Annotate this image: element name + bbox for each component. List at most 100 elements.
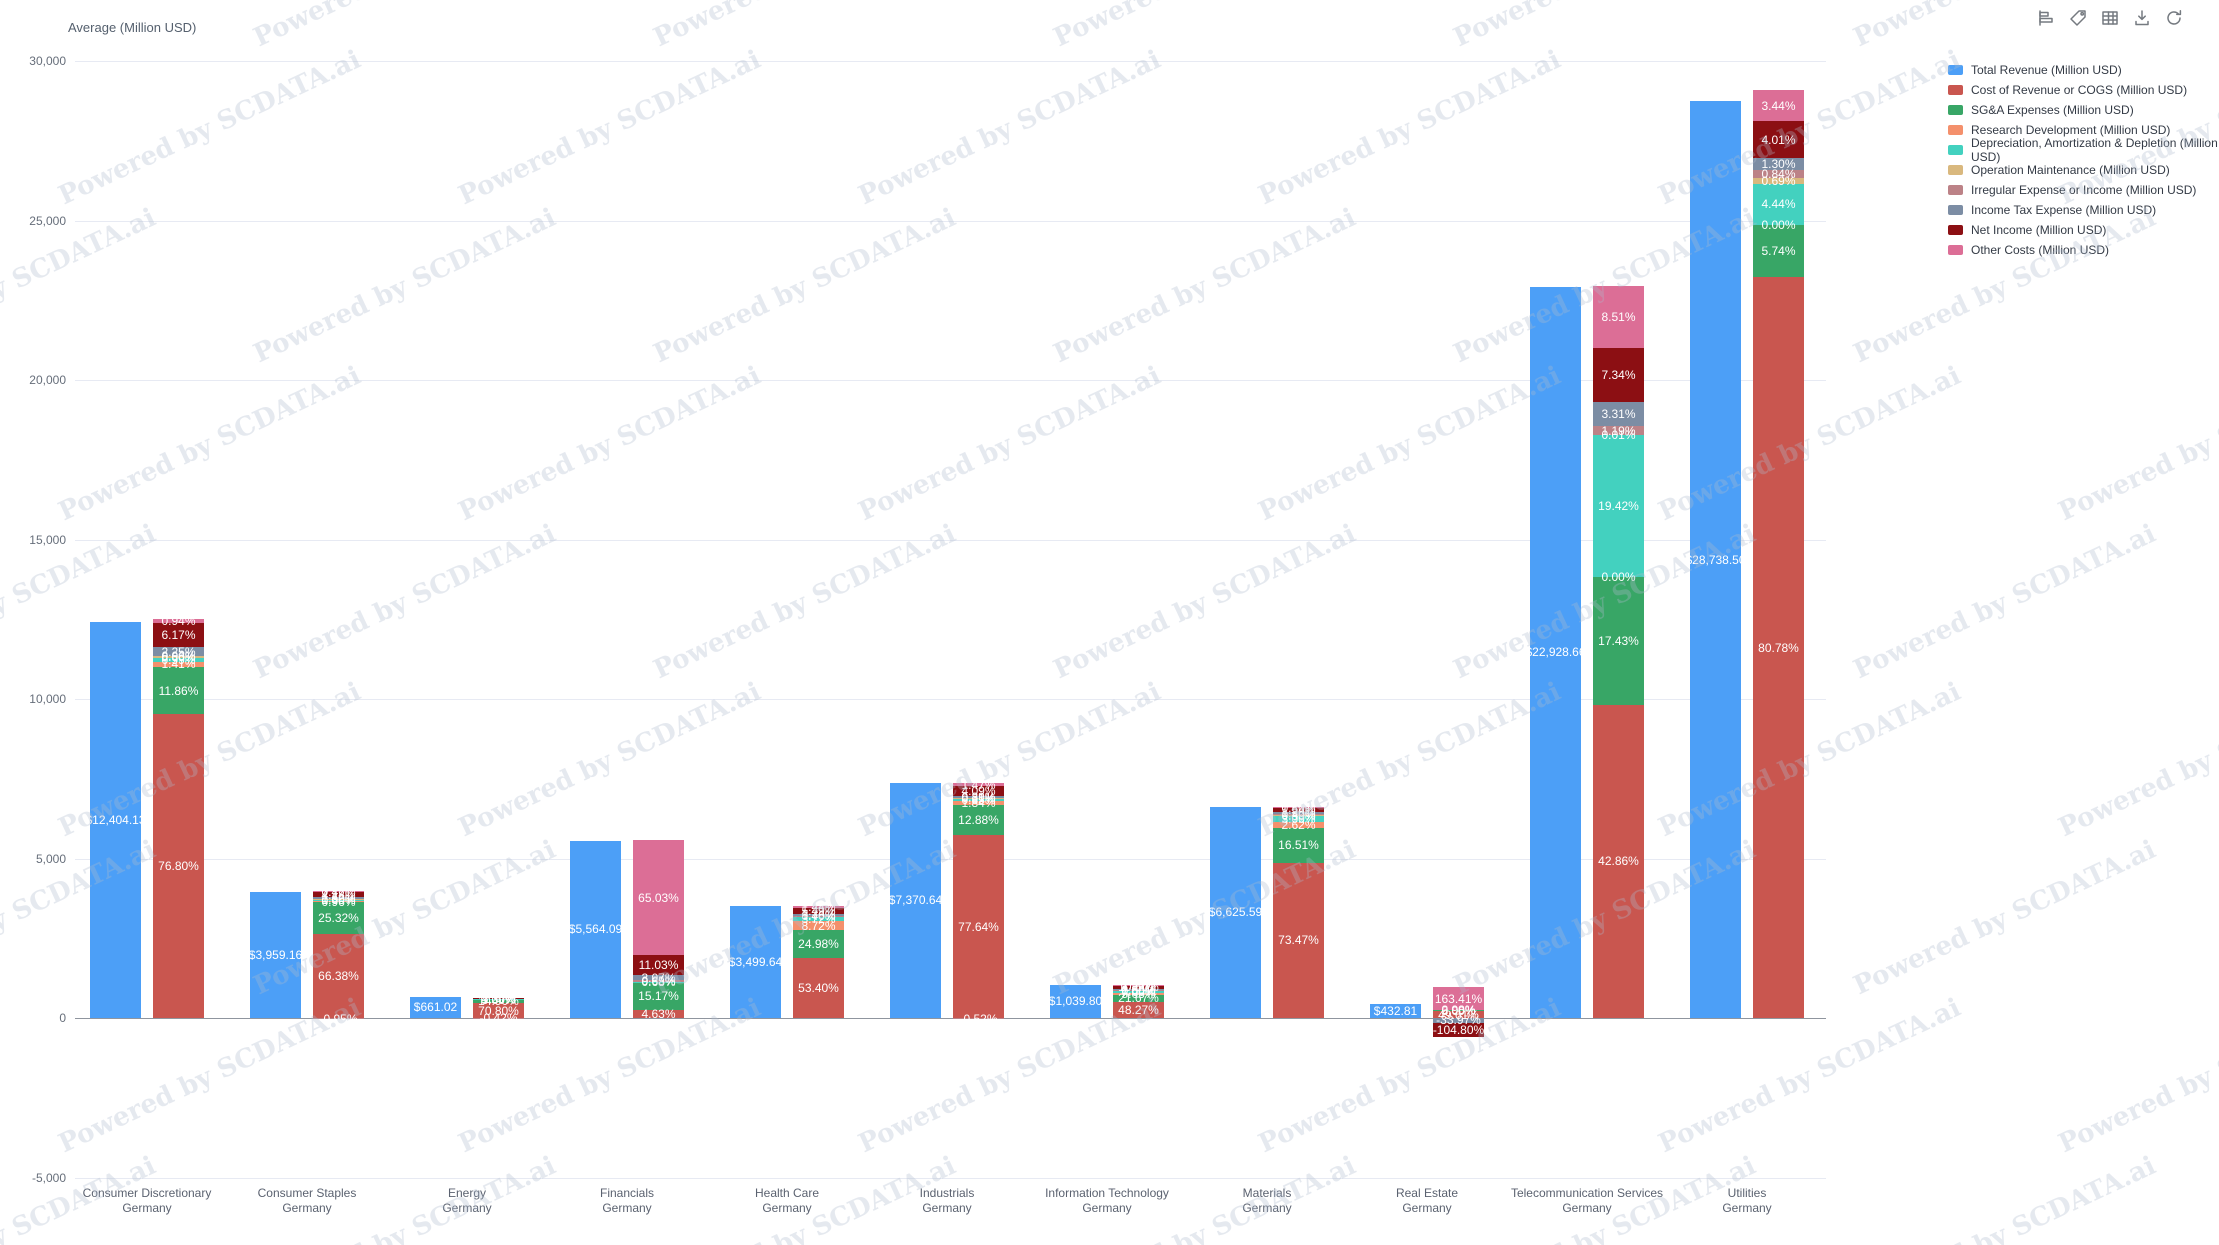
- bar-chart-icon[interactable]: [2034, 6, 2057, 29]
- stack-segment-cogs[interactable]: [313, 934, 364, 1018]
- stack-segment-net_income[interactable]: [1433, 1022, 1484, 1038]
- stack-segment-depreciation[interactable]: [633, 981, 684, 983]
- stack-segment-cogs[interactable]: [1113, 1001, 1164, 1018]
- stack-segment-sga[interactable]: [633, 982, 684, 1010]
- download-icon[interactable]: [2130, 6, 2153, 29]
- legend-item-sga[interactable]: SG&A Expenses (Million USD): [1948, 100, 2219, 120]
- stack-segment-research[interactable]: [1273, 822, 1324, 828]
- stack-segment-other_costs[interactable]: [633, 840, 684, 956]
- stack-segment-research[interactable]: [153, 661, 204, 668]
- stack-segment-net_income[interactable]: [313, 892, 364, 898]
- stack-segment-cogs[interactable]: [1753, 277, 1804, 1018]
- total-revenue-bar[interactable]: [890, 782, 941, 1018]
- stack-segment-net_income[interactable]: [1753, 121, 1804, 159]
- stack-segment-depreciation[interactable]: [1593, 434, 1644, 577]
- stack-segment-irregular[interactable]: [313, 1018, 364, 1020]
- legend-item-net_income[interactable]: Net Income (Million USD): [1948, 220, 2219, 240]
- stack-segment-net_income[interactable]: [1273, 808, 1324, 812]
- stack-segment-depreciation[interactable]: [1273, 815, 1324, 823]
- stack-segment-income_tax[interactable]: [793, 914, 844, 917]
- stack-segment-sga[interactable]: [313, 902, 364, 935]
- table-icon[interactable]: [2098, 6, 2121, 29]
- stack-segment-net_income[interactable]: [153, 622, 204, 648]
- total-revenue-bar[interactable]: [1690, 101, 1741, 1018]
- legend-item-other_costs[interactable]: Other Costs (Million USD): [1948, 240, 2219, 260]
- stack-segment-net_income[interactable]: [633, 955, 684, 976]
- stack-segment-other_costs[interactable]: [1593, 286, 1644, 349]
- stack-segment-other_costs[interactable]: [1753, 89, 1804, 122]
- stack-segment-sga[interactable]: [1273, 827, 1324, 863]
- stack-segment-depreciation[interactable]: [953, 798, 1004, 801]
- total-revenue-bar[interactable]: [1210, 806, 1261, 1018]
- stack-segment-other_costs[interactable]: [1433, 987, 1484, 1011]
- total-revenue-bar[interactable]: [1370, 1004, 1421, 1018]
- stack-segment-other_costs[interactable]: [313, 891, 364, 892]
- stack-segment-net_income[interactable]: [1113, 985, 1164, 990]
- stack-segment-operation[interactable]: [153, 656, 204, 658]
- stack-segment-depreciation[interactable]: [313, 899, 364, 901]
- stack-segment-cogs[interactable]: [153, 714, 204, 1018]
- stack-segment-other_costs[interactable]: [1113, 984, 1164, 986]
- stack-segment-income_tax[interactable]: [1273, 811, 1324, 815]
- stack-segment-income_tax[interactable]: [633, 975, 684, 981]
- stack-segment-sga[interactable]: [1113, 994, 1164, 1002]
- stack-segment-income_tax[interactable]: [153, 647, 204, 657]
- stack-segment-other_costs[interactable]: [1273, 806, 1324, 809]
- stack-segment-research[interactable]: [793, 920, 844, 931]
- stack-segment-irregular[interactable]: [1273, 814, 1324, 816]
- stack-segment-cogs[interactable]: [1273, 862, 1324, 1018]
- legend-item-irregular[interactable]: Irregular Expense or Income (Million USD…: [1948, 180, 2219, 200]
- stack-segment-research[interactable]: [1113, 993, 1164, 995]
- stack-segment-sga[interactable]: [153, 667, 204, 715]
- total-revenue-bar[interactable]: [90, 622, 141, 1018]
- stack-segment-net_income[interactable]: [793, 908, 844, 915]
- stack-segment-operation[interactable]: [953, 798, 1004, 799]
- stack-segment-cogs[interactable]: [1433, 1011, 1484, 1018]
- stack-segment-depreciation[interactable]: [1113, 990, 1164, 994]
- total-revenue-bar[interactable]: [410, 996, 461, 1018]
- stack-segment-sga[interactable]: [473, 999, 524, 1004]
- legend-item-income_tax[interactable]: Income Tax Expense (Million USD): [1948, 200, 2219, 220]
- stack-segment-net_income[interactable]: [953, 786, 1004, 796]
- stack-segment-depreciation[interactable]: [1753, 184, 1804, 225]
- stack-segment-other_costs[interactable]: [953, 782, 1004, 787]
- stack-segment-sga[interactable]: [1433, 1010, 1484, 1012]
- refresh-icon[interactable]: [2162, 6, 2185, 29]
- stack-segment-depreciation[interactable]: [153, 657, 204, 662]
- stack-segment-irregular[interactable]: [1753, 170, 1804, 178]
- stack-segment-net_income[interactable]: [473, 998, 524, 1000]
- stack-segment-cogs[interactable]: [793, 958, 844, 1018]
- stack-segment-cogs[interactable]: [1593, 704, 1644, 1018]
- stack-segment-sga[interactable]: [793, 930, 844, 959]
- legend-item-depreciation[interactable]: Depreciation, Amortization & Depletion (…: [1948, 136, 2219, 164]
- stack-segment-operation[interactable]: [1273, 815, 1324, 816]
- total-revenue-bar[interactable]: [250, 891, 301, 1018]
- legend-item-research[interactable]: Research Development (Million USD): [1948, 120, 2219, 140]
- stack-segment-depreciation[interactable]: [793, 916, 844, 921]
- total-revenue-bar[interactable]: [1050, 984, 1101, 1018]
- stack-segment-income_tax[interactable]: [953, 796, 1004, 799]
- stack-segment-research[interactable]: [953, 800, 1004, 806]
- stack-segment-sga[interactable]: [1593, 577, 1644, 705]
- legend-item-cogs[interactable]: Cost of Revenue or COGS (Million USD): [1948, 80, 2219, 100]
- stack-segment-sga[interactable]: [1753, 224, 1804, 278]
- stack-segment-cogs[interactable]: [953, 835, 1004, 1018]
- stack-segment-income_tax[interactable]: [1593, 401, 1644, 427]
- total-revenue-bar[interactable]: [730, 906, 781, 1018]
- stack-segment-income_tax[interactable]: [1113, 989, 1164, 991]
- stack-segment-cogs[interactable]: [633, 1009, 684, 1018]
- stack-segment-income_tax[interactable]: [1753, 158, 1804, 171]
- stack-segment-other_costs[interactable]: [153, 619, 204, 623]
- stack-segment-research[interactable]: [313, 900, 364, 903]
- stack-segment-cogs[interactable]: [473, 1003, 524, 1018]
- total-revenue-bar[interactable]: [1530, 286, 1581, 1018]
- stack-segment-sga[interactable]: [953, 805, 1004, 836]
- stack-segment-irregular[interactable]: [953, 1018, 1004, 1020]
- legend-item-operation[interactable]: Operation Maintenance (Million USD): [1948, 160, 2219, 180]
- stack-segment-other_costs[interactable]: [793, 906, 844, 909]
- tag-icon[interactable]: [2066, 6, 2089, 29]
- legend-item-total_revenue[interactable]: Total Revenue (Million USD): [1948, 60, 2219, 80]
- stack-segment-irregular[interactable]: [633, 980, 684, 982]
- stack-segment-irregular[interactable]: [1593, 426, 1644, 435]
- stack-segment-income_tax[interactable]: [313, 897, 364, 900]
